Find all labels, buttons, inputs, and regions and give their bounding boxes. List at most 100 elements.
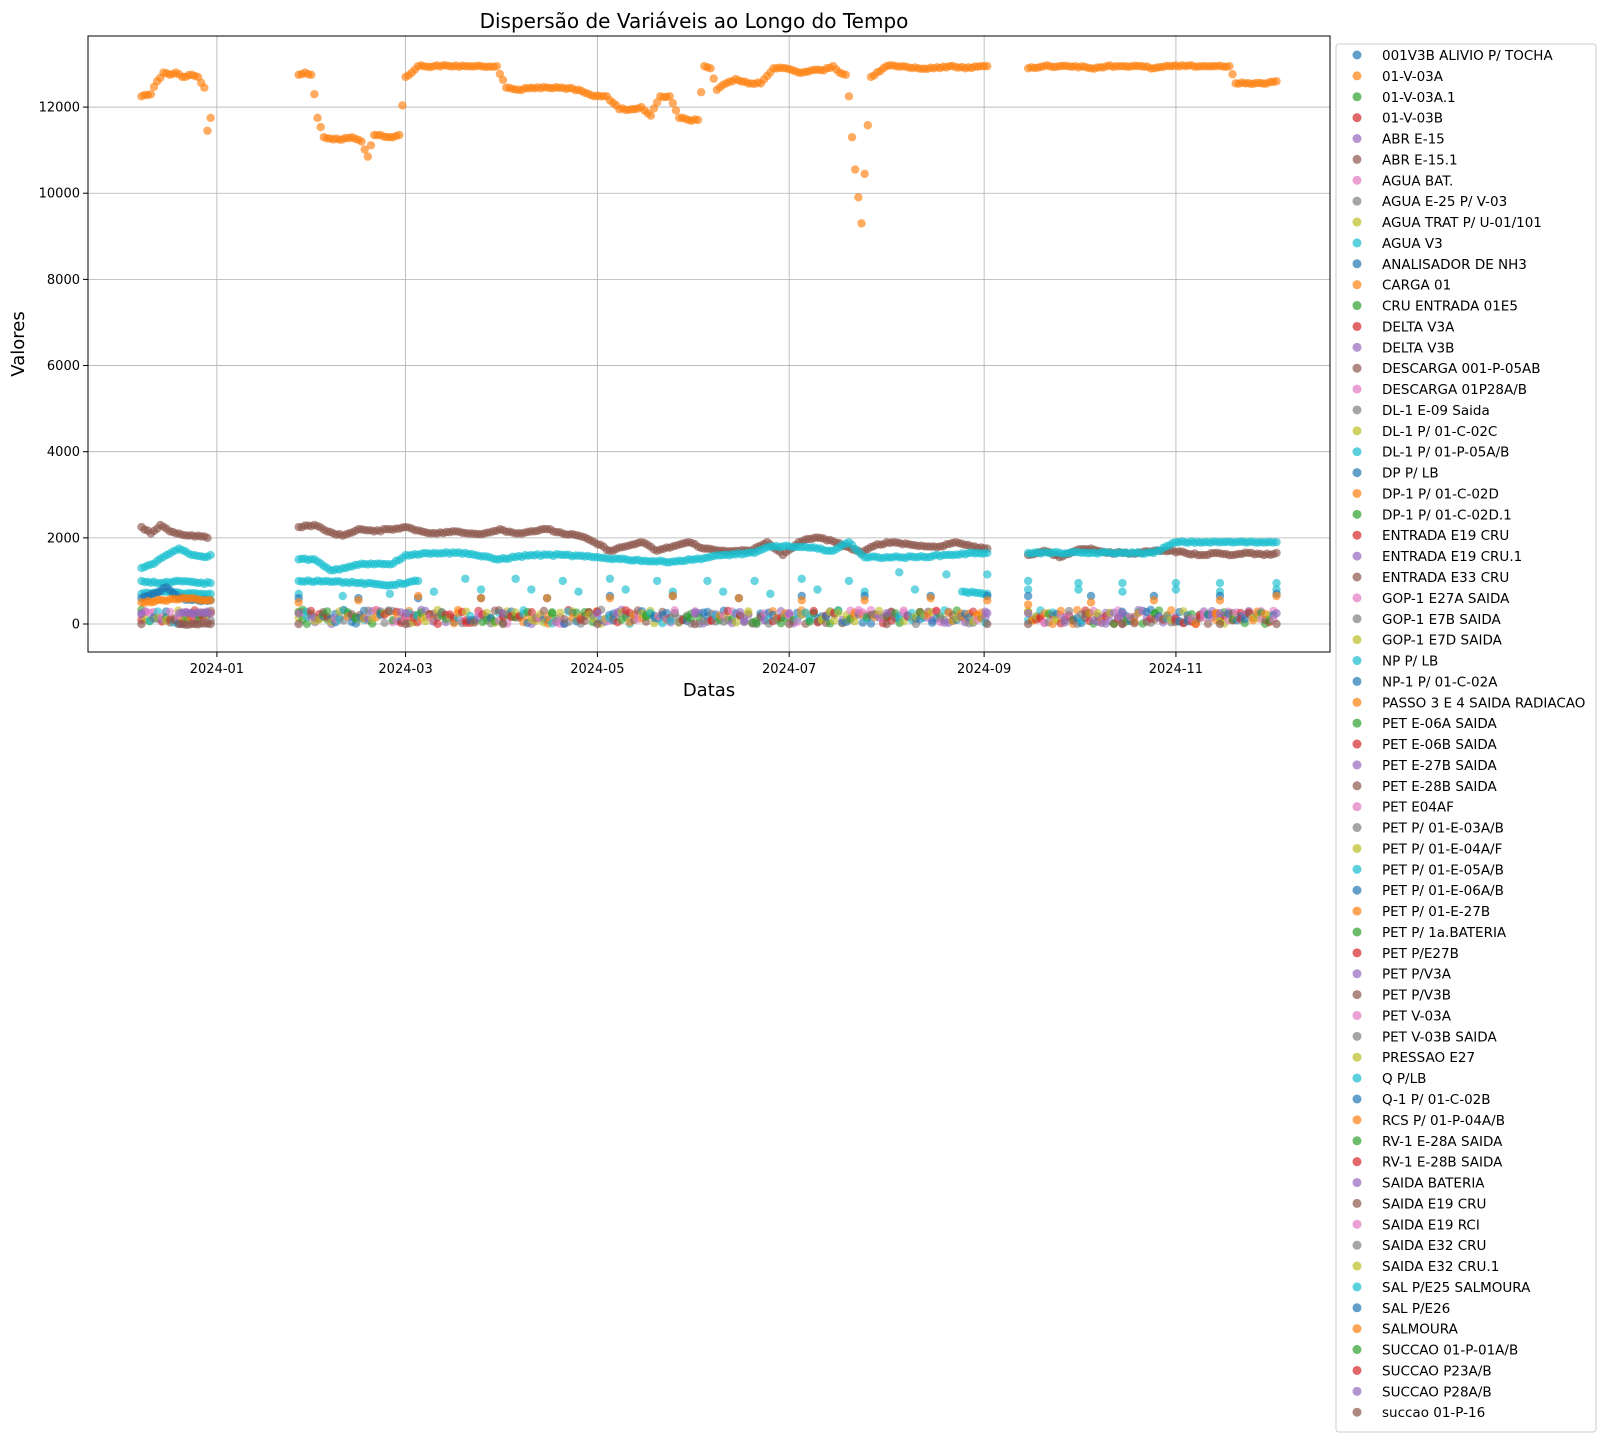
legend-label: PET P/ 01-E-03A/B <box>1382 821 1504 837</box>
legend-label: PET P/V3B <box>1382 988 1451 1004</box>
data-point <box>363 152 373 161</box>
data-point <box>1074 585 1083 594</box>
data-point <box>744 607 753 616</box>
data-point <box>670 606 679 615</box>
data-point <box>357 137 366 146</box>
legend-marker <box>1352 426 1362 436</box>
data-point <box>1272 578 1281 588</box>
data-point <box>910 585 920 594</box>
data-point <box>313 113 322 123</box>
y-tick-label: 0 <box>72 618 80 633</box>
legend-marker <box>1352 1115 1362 1125</box>
legend-marker <box>1352 301 1362 311</box>
data-point <box>200 83 209 92</box>
data-point <box>666 616 675 625</box>
data-point <box>942 570 951 579</box>
legend-label: DL-1 E-09 Saida <box>1382 403 1490 419</box>
legend-marker <box>1352 321 1362 331</box>
data-point <box>646 111 656 120</box>
data-point <box>693 115 703 125</box>
legend-label: PASSO 3 E 4 SAIDA RADIACAO <box>1382 695 1585 711</box>
legend-marker <box>1352 154 1362 164</box>
legend-marker <box>1352 134 1362 144</box>
y-tick-label: 2000 <box>47 531 80 546</box>
legend-marker <box>1352 739 1362 749</box>
legend-label: SAL P/E26 <box>1382 1301 1450 1317</box>
legend-marker <box>1352 113 1362 123</box>
data-point <box>735 607 745 617</box>
legend-label: SAIDA E32 CRU.1 <box>1382 1259 1499 1275</box>
data-point <box>1023 585 1033 594</box>
legend-marker <box>1352 572 1362 582</box>
data-point <box>498 75 508 85</box>
legend-label: RV-1 E-28B SAIDA <box>1382 1155 1503 1171</box>
data-point <box>413 591 423 601</box>
data-point <box>539 606 549 616</box>
legend-marker <box>1352 697 1362 707</box>
data-point <box>709 74 718 83</box>
data-point <box>734 593 744 603</box>
data-point <box>834 608 843 618</box>
legend-marker <box>1352 1219 1362 1229</box>
data-point <box>511 574 520 583</box>
legend-label: SALMOURA <box>1382 1322 1459 1338</box>
legend-label: SUCCAO P28A/B <box>1382 1384 1492 1400</box>
data-point <box>574 587 583 596</box>
legend-marker <box>1352 468 1362 478</box>
legend-marker <box>1352 1157 1362 1167</box>
data-point <box>1023 591 1033 601</box>
legend-marker <box>1352 1010 1362 1020</box>
data-point <box>983 609 992 618</box>
legend-label: AGUA TRAT P/ U-01/101 <box>1382 215 1542 231</box>
legend-marker <box>1352 50 1362 60</box>
data-point <box>668 591 678 601</box>
data-point <box>1228 70 1237 79</box>
data-point <box>203 126 212 135</box>
legend-marker <box>1352 781 1362 791</box>
data-point <box>851 165 860 174</box>
data-point <box>306 606 316 616</box>
data-point <box>294 598 303 607</box>
data-point <box>429 587 439 596</box>
legend-marker <box>1352 593 1362 603</box>
legend-label: SAIDA BATERIA <box>1382 1176 1485 1192</box>
legend-label: PET P/V3A <box>1382 967 1452 983</box>
legend-label: ABR E-15 <box>1382 132 1445 148</box>
legend-marker <box>1352 1198 1362 1208</box>
legend-label: PET P/ 01-E-04A/F <box>1382 841 1502 857</box>
data-point <box>860 596 869 605</box>
legend-marker <box>1352 1073 1362 1083</box>
legend-marker <box>1352 238 1362 248</box>
legend-label: CARGA 01 <box>1382 278 1451 294</box>
data-point <box>1272 77 1281 86</box>
legend-marker <box>1352 1365 1362 1375</box>
data-point <box>874 606 884 616</box>
ticks-layer: 2024-01 2024-03 2024-05 2024-07 2024-09 2024-… <box>39 101 1203 677</box>
data-point <box>690 609 700 618</box>
legend-marker <box>1352 488 1362 498</box>
legend-marker <box>1352 551 1362 561</box>
data-point <box>983 61 992 71</box>
y-axis-label: Valores <box>8 311 29 376</box>
legend-marker <box>1352 718 1362 728</box>
legend-marker <box>1352 92 1362 102</box>
data-point <box>1064 606 1074 616</box>
data-point <box>882 609 891 618</box>
data-point <box>307 70 316 79</box>
legend-label: Q P/LB <box>1382 1071 1426 1087</box>
data-point <box>668 98 678 108</box>
legend-marker <box>1352 1094 1362 1104</box>
legend-label: PET V-03A <box>1382 1008 1452 1024</box>
data-point <box>1154 606 1164 615</box>
data-point <box>652 576 662 586</box>
chart-title: Dispersão de Variáveis ao Longo do Tempo <box>480 9 909 33</box>
legend-label: DESCARGA 01P28A/B <box>1382 382 1527 398</box>
data-point <box>857 219 866 228</box>
data-point <box>542 593 552 603</box>
data-point <box>413 576 423 586</box>
data-point <box>813 585 822 594</box>
x-tick-label: 2024-05 <box>570 662 624 677</box>
data-point <box>784 609 794 618</box>
legend-marker <box>1352 948 1362 958</box>
data-point <box>310 89 319 99</box>
